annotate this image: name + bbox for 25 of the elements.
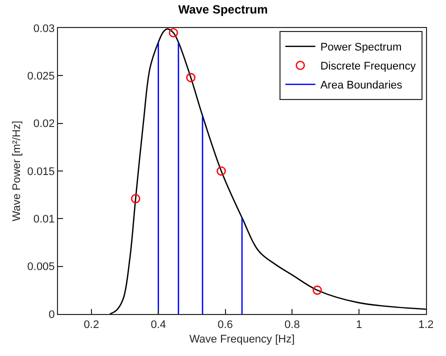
y-tick-label: 0.025 bbox=[27, 70, 55, 83]
line-series bbox=[109, 28, 426, 314]
y-tick-label: 0.005 bbox=[27, 261, 55, 274]
x-tick-label: 0.8 bbox=[284, 319, 300, 332]
point bbox=[168, 28, 178, 38]
x-tick-label: 0.4 bbox=[150, 319, 166, 332]
point bbox=[130, 194, 140, 204]
legend-label: Area Boundaries bbox=[320, 80, 403, 92]
x-tick-label: 1 bbox=[356, 319, 362, 332]
point bbox=[312, 286, 322, 295]
x-tick-label: 0.6 bbox=[218, 319, 233, 332]
point bbox=[216, 166, 226, 176]
y-tick-label: 0.02 bbox=[33, 118, 55, 130]
point bbox=[186, 72, 196, 82]
y-tick-label: 0 bbox=[48, 308, 55, 321]
legend-label: Discrete Frequency bbox=[320, 60, 416, 73]
y-tick-label: 0.01 bbox=[33, 214, 55, 226]
x-tick-label: 0.2 bbox=[84, 319, 100, 332]
y-tick-label: 0.015 bbox=[27, 166, 55, 178]
legend-label: Power Spectrum bbox=[320, 42, 402, 54]
y-tick-label: 0.03 bbox=[33, 22, 55, 35]
x-axis-title: Wave Frequency [Hz] bbox=[189, 333, 295, 346]
y-axis-title: Wave Power [m²/Hz] bbox=[10, 120, 23, 222]
chart-title: Wave Spectrum bbox=[178, 2, 268, 17]
x-tick-label: 1.2 bbox=[418, 319, 434, 332]
